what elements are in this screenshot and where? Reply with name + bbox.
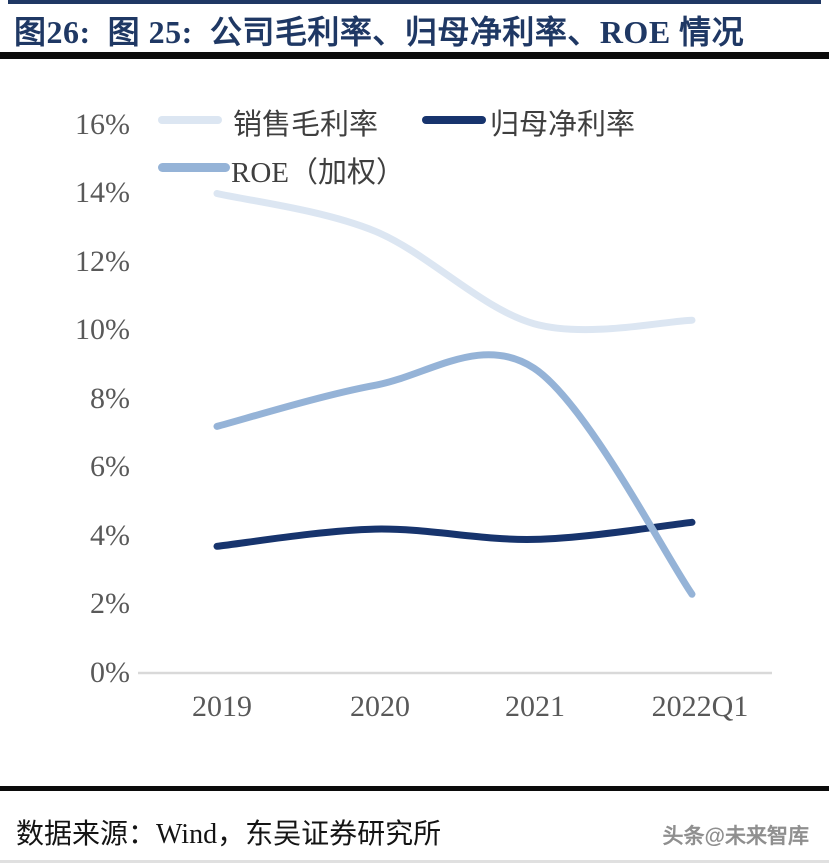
- y-tick-6: 6%: [90, 450, 130, 483]
- y-tick-0: 0%: [90, 656, 130, 689]
- x-tick-2020: 2020: [350, 690, 410, 723]
- figure-caption: 图26: 图 25: 公司毛利率、归母净利率、ROE 情况: [14, 14, 745, 50]
- roe-line: [213, 351, 696, 598]
- y-tick-16: 16%: [75, 108, 130, 141]
- y-tick-12: 12%: [75, 245, 130, 278]
- bottom-edge-line: [0, 860, 829, 863]
- x-tick-2021: 2021: [505, 690, 565, 723]
- legend-swatch-gross-margin: [158, 116, 222, 124]
- y-tick-10: 10%: [75, 313, 130, 346]
- x-tick-2022q1: 2022Q1: [651, 690, 749, 723]
- legend-swatch-net-margin: [422, 116, 486, 124]
- footer-divider-line: [0, 786, 829, 791]
- watermark-text: 头条@未来智库: [662, 825, 809, 848]
- y-tick-8: 8%: [90, 382, 130, 415]
- legend-label-net-margin: 归母净利率: [490, 109, 636, 141]
- y-tick-4: 4%: [90, 519, 130, 552]
- y-tick-2: 2%: [90, 587, 130, 620]
- net-margin-line: [213, 518, 696, 550]
- x-tick-2019: 2019: [192, 690, 252, 723]
- legend-label-roe: ROE（加权）: [231, 157, 406, 189]
- top-border-line: [8, 0, 821, 4]
- data-source-text: 数据来源：Wind，东吴证券研究所: [16, 819, 442, 850]
- gross-margin-line: [213, 190, 696, 334]
- caption-divider-line: [0, 52, 829, 59]
- y-tick-14: 14%: [75, 176, 130, 209]
- legend-swatch-roe: [158, 163, 230, 172]
- legend-label-gross-margin: 销售毛利率: [233, 109, 379, 141]
